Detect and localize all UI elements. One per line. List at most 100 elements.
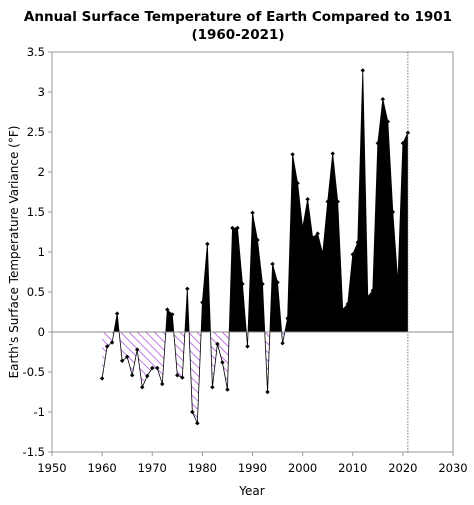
x-tick-label-1990: 1990 [238, 461, 267, 475]
data-point-2012 [360, 68, 365, 73]
positive-area-segment-15 [284, 70, 408, 333]
data-point-1998 [290, 152, 295, 157]
data-point-2013 [365, 294, 370, 299]
data-point-1999 [295, 181, 300, 186]
y-tick-label-7: 2 [38, 165, 45, 179]
x-axis-ticks: 1950 1960 1970 1980 1990 2000 2010 2020 2030 [37, 452, 468, 475]
x-tick-label-2010: 2010 [338, 461, 367, 475]
data-point-2014 [370, 288, 375, 293]
data-point-2003 [315, 231, 320, 236]
data-point-2020 [400, 141, 406, 146]
data-point-1985 [225, 387, 230, 392]
data-point-1993 [265, 389, 270, 395]
positive-area-layer [113, 70, 408, 333]
y-tick-label-6: 1.5 [27, 205, 45, 219]
data-point-1982 [210, 385, 215, 390]
data-point-1960 [99, 376, 105, 381]
data-point-1974 [170, 312, 175, 317]
x-axis-label: Year [238, 484, 264, 498]
y-tick-label-1: -1 [34, 405, 45, 419]
data-point-1996 [280, 341, 285, 346]
data-point-1995 [275, 280, 280, 285]
data-point-2005 [325, 199, 330, 204]
data-point-1963 [114, 311, 120, 316]
x-tick-label-2000: 2000 [288, 461, 317, 475]
data-point-1961 [104, 344, 110, 349]
x-tick-label-1970: 1970 [138, 461, 167, 475]
data-point-1990 [250, 210, 255, 215]
data-point-1966 [130, 373, 135, 378]
data-point-1997 [285, 316, 290, 321]
negative-area-segment-8 [210, 332, 230, 390]
chart-title-line1: Annual Surface Temperature of Earth Comp… [24, 9, 452, 25]
data-point-1976 [180, 375, 185, 380]
positive-area-segment-5 [184, 288, 190, 332]
x-tick-label-2030: 2030 [438, 461, 467, 475]
data-point-1980 [200, 300, 205, 305]
positive-area-segment-1 [113, 313, 120, 332]
data-point-1988 [240, 281, 245, 287]
y-tick-label-5: 1 [38, 245, 45, 259]
y-tick-label-2: -0.5 [23, 365, 45, 379]
y-tick-label-9: 3 [38, 85, 45, 99]
data-point-1979 [195, 421, 200, 426]
data-point-1970 [150, 365, 155, 371]
data-point-2001 [305, 197, 310, 202]
chart-title-line2: (1960-2021) [191, 27, 284, 43]
data-point-1969 [145, 373, 150, 379]
data-point-2019 [395, 280, 401, 285]
y-tick-label-0: -1.5 [23, 445, 45, 459]
data-point-1994 [270, 261, 275, 267]
data-point-1991 [255, 237, 260, 243]
data-point-2002 [310, 235, 315, 240]
data-point-1984 [220, 360, 225, 365]
data-point-2010 [350, 252, 355, 257]
data-point-1973 [165, 307, 170, 312]
data-point-2016 [380, 97, 386, 102]
data-point-2009 [345, 301, 350, 307]
data-point-1962 [109, 340, 115, 345]
negative-area-segment-2 [119, 332, 166, 388]
data-point-2018 [390, 209, 396, 215]
y-tick-label-4: 0.5 [27, 285, 45, 299]
data-point-1992 [260, 281, 265, 287]
data-point-1971 [155, 365, 160, 371]
data-point-2017 [385, 119, 391, 124]
data-point-2015 [375, 141, 381, 146]
data-point-1983 [215, 341, 220, 347]
data-point-2004 [320, 251, 325, 256]
data-point-2006 [330, 151, 335, 156]
y-axis-ticks: -1.5 -1 -0.5 0 0.5 1 1.5 2 2.5 3 3.5 [23, 45, 52, 459]
y-axis-label: Earth's Surface Temperature Variance (°F… [7, 126, 21, 379]
negative-area-segment-0 [102, 332, 114, 379]
data-point-1968 [140, 385, 145, 390]
data-point-2011 [355, 240, 360, 245]
data-point-2008 [340, 307, 345, 312]
data-point-1964 [119, 358, 125, 363]
data-point-1989 [245, 344, 250, 349]
positive-area-segment-11 [248, 212, 265, 332]
data-point-1965 [124, 354, 130, 359]
data-point-2007 [335, 199, 340, 204]
x-tick-label-1960: 1960 [87, 461, 116, 475]
x-tick-label-1950: 1950 [37, 461, 66, 475]
data-point-1986 [230, 225, 235, 231]
x-tick-label-2020: 2020 [388, 461, 417, 475]
data-point-2021 [405, 130, 411, 135]
negative-area-segment-12 [264, 332, 270, 392]
data-point-1978 [190, 409, 195, 415]
x-tick-label-1980: 1980 [188, 461, 217, 475]
y-tick-label-3: 0 [38, 325, 45, 339]
data-point-2000 [300, 225, 305, 231]
data-point-1987 [235, 225, 240, 231]
data-point-1967 [135, 347, 140, 352]
positive-area-segment-13 [269, 264, 282, 332]
data-points-layer [99, 68, 411, 426]
y-tick-label-8: 2.5 [27, 125, 45, 139]
positive-area-segment-9 [229, 228, 247, 332]
data-point-1975 [175, 373, 180, 378]
data-point-1977 [185, 286, 190, 291]
data-point-1972 [160, 381, 165, 387]
negative-area-segment-4 [173, 332, 185, 378]
